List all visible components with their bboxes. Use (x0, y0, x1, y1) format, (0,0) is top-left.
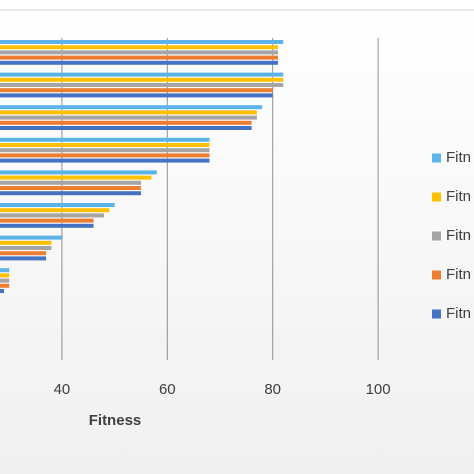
legend-label: Fitn (446, 188, 471, 205)
bar (0, 213, 105, 218)
legend-label: Fitn (446, 227, 471, 244)
bar (0, 289, 4, 293)
bar (0, 223, 94, 228)
bar (0, 45, 278, 50)
bar (0, 283, 10, 288)
bar (0, 251, 47, 256)
bar (0, 50, 278, 55)
legend-swatch (432, 309, 441, 319)
bar (0, 235, 62, 240)
bar (0, 208, 110, 213)
bar (0, 218, 94, 223)
x-axis-title: Fitness (89, 412, 142, 429)
legend-swatch (432, 270, 441, 280)
legend-label: Fitn (446, 305, 471, 322)
bar (0, 110, 257, 115)
bar (0, 153, 210, 158)
bar (0, 72, 284, 77)
legend-label: Fitn (446, 149, 471, 166)
bar (0, 120, 252, 125)
bar (0, 240, 52, 245)
bar (0, 203, 115, 207)
x-tick-label: 80 (264, 381, 281, 398)
bar (0, 186, 141, 190)
legend-label: Fitn (446, 266, 471, 283)
bar (0, 88, 273, 93)
legend-swatch (432, 153, 441, 163)
bar (0, 158, 210, 163)
bar (0, 143, 210, 147)
bar (0, 191, 141, 196)
bar (0, 273, 10, 278)
x-tick-label: 40 (54, 381, 71, 398)
x-tick-label: 60 (159, 381, 176, 398)
bar (0, 60, 278, 65)
bar (0, 126, 252, 130)
legend-swatch (432, 192, 441, 202)
bar (0, 268, 10, 273)
bar (0, 278, 10, 283)
bar (0, 105, 263, 110)
bar (0, 93, 273, 98)
bar (0, 40, 284, 44)
bar (0, 256, 47, 261)
bar (0, 115, 257, 120)
bar (0, 170, 157, 175)
bar (0, 148, 210, 153)
bar (0, 83, 284, 87)
bar (0, 77, 284, 82)
x-tick-label: 100 (366, 381, 391, 398)
bar (0, 175, 152, 180)
bar (0, 137, 210, 142)
bar (0, 180, 141, 185)
bar (0, 246, 52, 250)
bar (0, 55, 278, 60)
legend-swatch (432, 231, 441, 241)
